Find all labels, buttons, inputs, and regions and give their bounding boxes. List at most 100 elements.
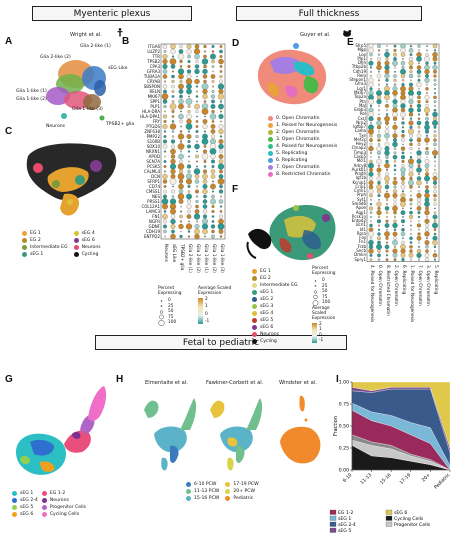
dot (178, 183, 184, 190)
legend-item: 0 (158, 298, 198, 304)
dot (163, 170, 167, 173)
dot (434, 147, 436, 150)
legend-label: 20+ PCW (233, 489, 256, 494)
dot (392, 133, 398, 139)
dot (385, 113, 389, 116)
legend-panel-f: EG 1 EG 2 Intermediate EG sEG 1 sEG 2 sE… (252, 268, 310, 345)
legend-swatch (225, 489, 231, 494)
gene-label: ZNF638 (144, 129, 160, 134)
column-label: 5. Replicating (432, 265, 438, 295)
legend-swatch (22, 252, 27, 257)
legend-label: EG 1 (30, 231, 41, 236)
dot (408, 179, 414, 186)
cluster-label: Glia 1-like (2) (16, 97, 47, 102)
legend-dot (313, 295, 318, 300)
dot (177, 53, 185, 60)
dot (163, 189, 167, 194)
legend-dot (158, 319, 165, 326)
dot (384, 129, 390, 134)
colorbar-tick: -1 (319, 337, 324, 343)
dot (170, 218, 176, 225)
legend-panel-c: EG 1 EG 2 Intermediate EG sEG 1 sEG 4 sE… (22, 230, 132, 258)
dot (179, 79, 183, 84)
dot (203, 79, 207, 84)
dot (393, 66, 397, 69)
dot (218, 139, 224, 144)
panel-label-b: B (122, 36, 130, 47)
dot (376, 145, 382, 152)
dot (170, 154, 176, 159)
dot (384, 175, 390, 182)
dot (416, 82, 422, 88)
dot (433, 198, 437, 202)
dot (377, 61, 381, 66)
legend-label: 6-10 PCW (194, 482, 217, 487)
dot (177, 143, 185, 150)
dot (400, 210, 406, 216)
dot (433, 202, 437, 206)
legend-swatch (12, 512, 17, 517)
dot (178, 49, 184, 54)
legend-swatch (329, 521, 337, 527)
dot (368, 128, 374, 135)
dot (392, 180, 398, 186)
dot (409, 241, 413, 244)
dot (368, 239, 374, 246)
dot (172, 185, 174, 188)
dot (369, 176, 373, 181)
dot (202, 119, 208, 124)
dot (369, 159, 373, 164)
dot (163, 89, 167, 94)
legend-swatch (41, 491, 47, 496)
dot (201, 83, 209, 90)
dot (171, 135, 175, 138)
gene-label: PCSK5 (147, 164, 160, 169)
gene-label: NES (151, 194, 160, 199)
dot (400, 99, 406, 105)
dot (409, 202, 413, 206)
dot (424, 201, 430, 207)
dot (432, 120, 438, 126)
dot (376, 158, 382, 164)
dot (179, 119, 183, 124)
dot (202, 169, 208, 174)
dot (217, 178, 225, 185)
dot (370, 216, 372, 218)
dot (202, 88, 208, 95)
dot (417, 74, 421, 78)
dot (170, 208, 176, 215)
legend-label: 75 (168, 314, 174, 320)
dotplot-b-gene-labels: ITGA6 LUZP2 TTR TPSB2 CPA3 GFRA3 TUBA1A CRYAB SB… (130, 44, 160, 240)
dot (393, 147, 397, 150)
dot (163, 160, 167, 163)
dot (408, 128, 414, 135)
dot (203, 145, 207, 148)
dot (171, 90, 175, 93)
dot (163, 194, 167, 199)
legend-swatch (329, 509, 337, 515)
dot (162, 74, 168, 79)
dot (170, 174, 176, 179)
legend-swatch (252, 276, 257, 281)
dot (417, 130, 421, 133)
dot (368, 146, 374, 152)
dot (434, 160, 436, 163)
dot (424, 192, 430, 199)
legend-swatch (186, 482, 191, 487)
dot (210, 104, 216, 109)
legend-swatch (252, 269, 257, 274)
dot (384, 94, 390, 101)
column-label: 4. Poised for Neurogenesis (368, 265, 374, 323)
dot (193, 48, 201, 55)
dot (384, 150, 390, 156)
legend-item: sEG 2-4 (12, 497, 38, 504)
dot (400, 111, 406, 118)
gene-label: Plp1 (357, 55, 366, 61)
dot (162, 144, 168, 149)
legend-label: 25 (322, 283, 328, 289)
dot (219, 55, 223, 58)
dot (402, 207, 404, 210)
dot (211, 109, 215, 114)
gene-label: Erbb3 (354, 107, 366, 113)
dot (424, 129, 430, 134)
